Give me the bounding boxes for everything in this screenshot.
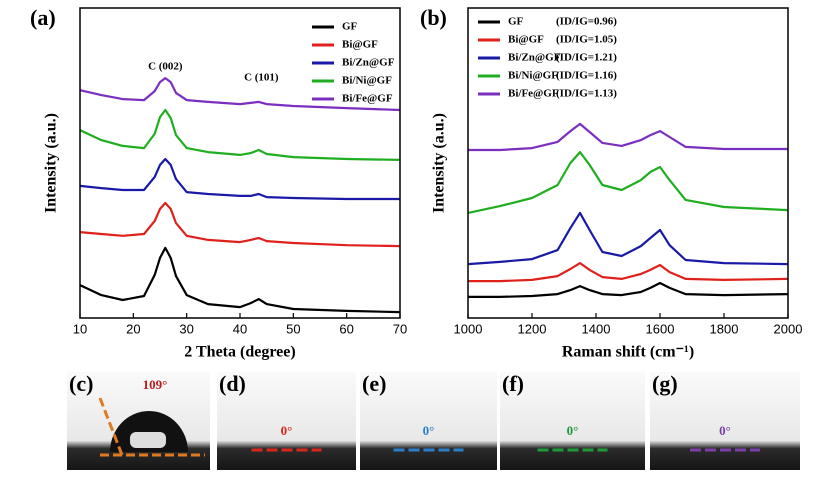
legend-note: (ID/IG=1.16) xyxy=(556,70,617,82)
legend-note: (ID/IG=1.05) xyxy=(556,34,617,46)
legend-label: Bi@GF xyxy=(508,34,544,46)
plot-frame xyxy=(467,7,789,319)
contact-angle: 0° xyxy=(567,423,579,438)
photo-label: (e) xyxy=(362,371,386,396)
x-tick-label: 10 xyxy=(73,321,87,336)
legend-label: GF xyxy=(508,16,524,28)
data-line xyxy=(79,76,401,112)
data-line xyxy=(79,246,401,314)
x-tick-label: 60 xyxy=(339,321,353,336)
contact-angle: 0° xyxy=(423,423,435,438)
droplet-highlight xyxy=(130,432,166,448)
x-tick-label: 50 xyxy=(286,321,300,336)
data-line xyxy=(467,151,789,214)
x-tick-label: 40 xyxy=(233,321,247,336)
tangent-line xyxy=(98,397,124,456)
legend-label: Bi/Fe@GF xyxy=(342,93,393,105)
y-axis-label: Intensity (a.u.) xyxy=(43,113,60,213)
photo-label: (g) xyxy=(652,371,678,396)
contact-angle: 0° xyxy=(719,423,731,438)
x-axis-label: 2 Theta (degree) xyxy=(184,344,295,361)
data-line xyxy=(79,108,401,161)
y-axis-label: Intensity (a.u.) xyxy=(431,113,448,213)
droplet xyxy=(110,410,188,452)
photo xyxy=(217,372,356,470)
annotation: C (101) xyxy=(244,72,279,84)
plot-frame xyxy=(79,7,401,319)
x-tick-label: 30 xyxy=(179,321,193,336)
photo xyxy=(500,372,645,470)
photo-label: (c) xyxy=(69,371,93,396)
legend-label: GF xyxy=(342,21,358,33)
legend-label: Bi/Zn@GF xyxy=(342,57,395,69)
legend-label: Bi/Zn@GF xyxy=(508,52,561,64)
legend-label: Bi/Ni@GF xyxy=(342,75,392,87)
legend-label: Bi/Fe@GF xyxy=(508,88,559,100)
x-tick-label: 20 xyxy=(126,321,140,336)
x-tick-label: 1600 xyxy=(646,321,675,336)
x-tick-label: 1200 xyxy=(518,321,547,336)
contact-angle: 109° xyxy=(143,377,168,392)
x-tick-label: 1000 xyxy=(454,321,483,336)
legend-label: Bi@GF xyxy=(342,39,378,51)
x-tick-label: 70 xyxy=(393,321,407,336)
x-tick-label: 1800 xyxy=(710,321,739,336)
data-line xyxy=(467,211,789,266)
legend-note: (ID/IG=1.21) xyxy=(556,52,617,64)
photo-label: (d) xyxy=(219,371,246,396)
data-line xyxy=(79,201,401,248)
x-axis-label: Raman shift (cm⁻¹) xyxy=(562,344,694,361)
legend-note: (ID/IG=0.96) xyxy=(556,16,617,28)
annotation: C (002) xyxy=(148,61,183,73)
data-line xyxy=(468,281,789,298)
photo-label: (f) xyxy=(502,371,524,396)
photo xyxy=(650,372,800,470)
x-tick-label: 2000 xyxy=(774,321,803,336)
panel-label: (a) xyxy=(30,5,56,30)
legend-label: Bi/Ni@GF xyxy=(508,70,558,82)
data-line xyxy=(79,157,400,201)
photo xyxy=(360,372,497,470)
x-tick-label: 1400 xyxy=(582,321,611,336)
legend-note: (ID/IG=1.13) xyxy=(556,88,617,100)
panel-label: (b) xyxy=(420,5,447,30)
data-line xyxy=(468,122,788,152)
contact-angle: 0° xyxy=(281,423,293,438)
data-line xyxy=(468,262,789,283)
